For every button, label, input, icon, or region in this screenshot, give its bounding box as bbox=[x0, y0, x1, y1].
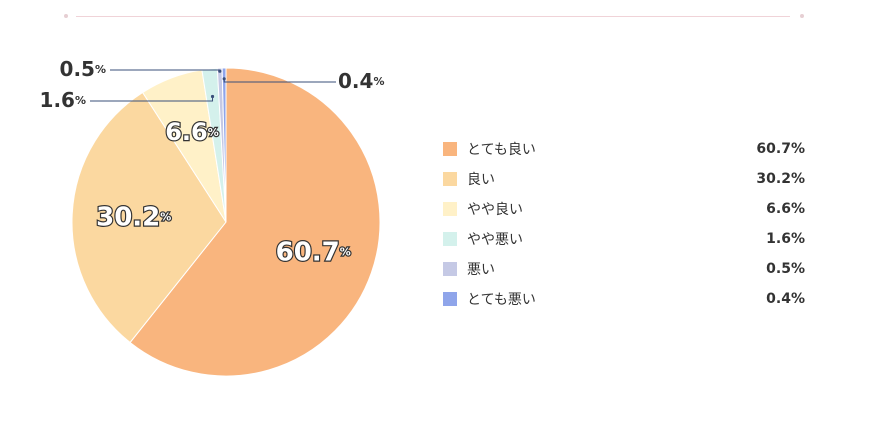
legend-label: 悪い bbox=[467, 262, 495, 278]
pie-slice bbox=[71, 91, 227, 344]
legend-label: やや悪い bbox=[467, 232, 523, 248]
pie-slices bbox=[71, 67, 381, 377]
pie-chart: 60.7% 30.2% 6.6% 0.4% 0.5% 1.6% bbox=[40, 57, 384, 377]
slice-data-label: 1.6% bbox=[40, 88, 86, 112]
legend-value: 30.2% bbox=[756, 171, 805, 187]
slice-data-label: 60.7% bbox=[276, 237, 351, 267]
legend-swatch bbox=[443, 142, 457, 156]
legend-value: 0.4% bbox=[766, 291, 805, 307]
slice-data-label: 6.6% bbox=[165, 118, 219, 146]
legend-value: 6.6% bbox=[766, 201, 805, 217]
top-divider bbox=[76, 16, 790, 17]
legend-value: 60.7% bbox=[756, 141, 805, 157]
legend-swatch bbox=[443, 172, 457, 186]
slice-data-label: 30.2% bbox=[96, 202, 171, 232]
pie-slice bbox=[129, 67, 381, 377]
slice-data-label: 0.5% bbox=[60, 57, 106, 81]
legend-swatch bbox=[443, 262, 457, 276]
slice-data-label: 0.4% bbox=[338, 69, 384, 93]
legend-label: やや良い bbox=[467, 202, 523, 218]
legend-item: やや悪い 1.6% bbox=[443, 224, 805, 254]
divider-dot-left bbox=[64, 14, 68, 18]
legend-label: 良い bbox=[467, 172, 495, 188]
legend: とても良い 60.7% 良い 30.2% やや良い 6.6% やや悪い 1.6% 悪い 0.5% と… bbox=[443, 134, 805, 314]
legend-item: やや良い 6.6% bbox=[443, 194, 805, 224]
legend-swatch bbox=[443, 292, 457, 306]
legend-label: とても良い bbox=[467, 142, 536, 158]
leader-dot bbox=[222, 77, 226, 81]
legend-label: とても悪い bbox=[467, 292, 536, 308]
legend-item: とても悪い 0.4% bbox=[443, 284, 805, 314]
legend-value: 0.5% bbox=[766, 261, 805, 277]
legend-item: 良い 30.2% bbox=[443, 164, 805, 194]
legend-swatch bbox=[443, 202, 457, 216]
legend-item: 悪い 0.5% bbox=[443, 254, 805, 284]
legend-item: とても良い 60.7% bbox=[443, 134, 805, 164]
legend-value: 1.6% bbox=[766, 231, 805, 247]
pie-slice bbox=[221, 67, 227, 223]
leader-dot bbox=[210, 94, 215, 99]
leader-dot bbox=[218, 69, 222, 73]
legend-swatch bbox=[443, 232, 457, 246]
divider-dot-right bbox=[800, 14, 804, 18]
